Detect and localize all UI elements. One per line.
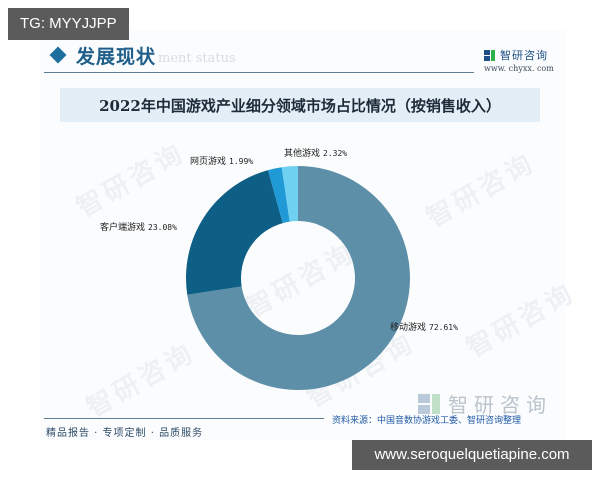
url-badge: www.seroquelquetiapine.com xyxy=(352,440,592,470)
brand-logo-icon xyxy=(484,49,495,61)
data-source: 资料来源：中国音数协游戏工委、智研咨询整理 xyxy=(332,416,522,426)
footer-brand-logo-icon xyxy=(418,393,440,414)
header-divider xyxy=(44,72,474,73)
footer-divider xyxy=(44,418,324,419)
section-header: 发展现状 ment status xyxy=(49,42,236,68)
brand-header: 智研咨询 xyxy=(484,47,548,63)
slice-mobile-games xyxy=(187,166,410,390)
brand-name: 智研咨询 xyxy=(500,49,548,62)
footer-brand-name: 智研咨询 xyxy=(448,393,552,417)
label-web-games: 网页游戏 1.99% xyxy=(190,157,254,167)
section-subtitle: ment status xyxy=(158,50,236,66)
slice-web-games xyxy=(268,167,290,224)
slice-other-games xyxy=(281,166,298,222)
brand-url: www. chyxx. com xyxy=(484,64,554,73)
chart-title-band: 2022年中国游戏产业细分领域市场占比情况（按销售收入） xyxy=(60,88,540,122)
label-client-games: 客户端游戏 23.08% xyxy=(100,223,177,233)
tg-badge: TG: MYYJJPP xyxy=(8,8,129,40)
chart-title: 2022年中国游戏产业细分领域市场占比情况（按销售收入） xyxy=(99,96,501,115)
footer-brand: 智研咨询 xyxy=(418,389,552,418)
label-mobile-games: 移动游戏 72.61% xyxy=(390,323,458,333)
section-title: 发展现状 xyxy=(76,45,157,68)
slice-client-games xyxy=(185,170,283,295)
label-other-games: 其他游戏 2.32% xyxy=(284,149,348,159)
footer-slogan: 精品报告 · 专项定制 · 品质服务 xyxy=(46,428,204,439)
